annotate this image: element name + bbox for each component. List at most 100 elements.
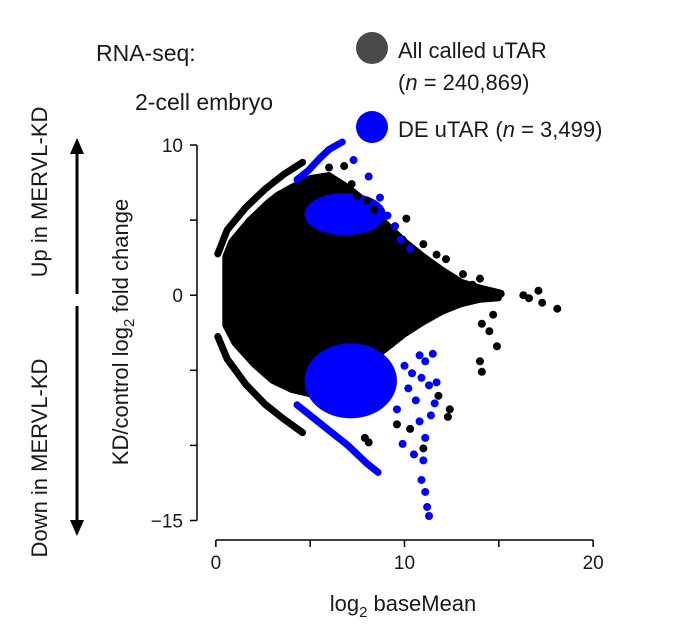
de-utar-point [430, 399, 439, 408]
all-utar-point [434, 391, 443, 400]
de-utar-point [375, 193, 384, 202]
x-tick-label: 20 [583, 553, 604, 574]
de-utar-point [417, 373, 426, 382]
all-utar-point [458, 270, 467, 279]
y-axis-title-post: fold change [108, 199, 133, 319]
all-utar-point [538, 298, 547, 307]
all-utar-point [475, 357, 484, 366]
all-utar-point [325, 163, 334, 172]
up-label: Up in MERVL-KD [27, 107, 52, 278]
legend-all-count-rest: = 240,869) [418, 70, 530, 95]
de-utar-point [398, 439, 407, 448]
all-utar-gap-lower [216, 325, 305, 425]
down-label: Down in MERVL-KD [27, 359, 52, 558]
all-utar-point [534, 286, 543, 295]
de-utar-point [411, 396, 420, 405]
de-utar-point [415, 417, 424, 426]
all-utar-point [485, 327, 494, 336]
y-tick-label: 10 [162, 136, 183, 157]
all-utar-arc-upper [214, 158, 307, 258]
de-utar-point [421, 357, 430, 366]
legend: All called uTAR (n = 240,869) DE uTAR (n… [356, 32, 602, 143]
legend-all-count: (n = 240,869) [398, 70, 530, 95]
legend-all-marker [356, 32, 388, 64]
sample-label: 2-cell embryo [135, 89, 273, 115]
x-tick-label: 10 [394, 553, 415, 574]
de-utar-point [432, 378, 441, 387]
all-utar-point [347, 180, 356, 189]
all-utar-point [492, 342, 501, 351]
de-utar-point [425, 511, 434, 520]
de-utar-point [383, 211, 392, 220]
legend-de-label-post: = 3,499) [515, 117, 602, 142]
y-axis-title-sub: 2 [121, 319, 138, 327]
all-utar-point [364, 438, 373, 447]
de-utar-point [421, 433, 430, 442]
de-utar-point [409, 450, 418, 459]
x-tick-label: 0 [211, 553, 222, 574]
de-utar-point [419, 456, 428, 465]
y-tick-label: 0 [172, 286, 183, 307]
all-utar-point [553, 304, 562, 313]
all-utar-point [392, 420, 401, 429]
de-utar-point [417, 475, 426, 484]
all-utar-point [496, 289, 505, 298]
all-utar-point [468, 280, 477, 289]
all-utar-point [402, 214, 411, 223]
de-utar-point [400, 361, 409, 370]
all-utar-point [477, 319, 486, 328]
up-arrow-head-icon [70, 138, 84, 154]
legend-de-marker [356, 111, 388, 143]
x-axis: 0 10 20 [211, 539, 604, 574]
all-utar-cloud [222, 172, 502, 398]
de-utar-arc-upper [293, 138, 346, 184]
legend-all-count-n: n [405, 70, 417, 95]
de-utar-point [428, 349, 437, 358]
all-utar-point [419, 444, 428, 453]
assay-label: RNA-seq: [96, 40, 196, 66]
all-utar-point [362, 196, 371, 205]
all-utar-point [370, 205, 379, 214]
all-utar-point [475, 274, 484, 283]
de-utar-cloud-lower [304, 343, 397, 419]
down-arrow-head-icon [70, 520, 84, 536]
x-axis-title-pre: log [330, 591, 359, 616]
all-utar-point [419, 240, 428, 249]
all-utar-point [353, 192, 362, 201]
all-utar-point [525, 294, 533, 303]
x-axis-title-sub: 2 [359, 604, 367, 621]
legend-de-label-pre: DE uTAR ( [398, 117, 503, 142]
de-utar-point [421, 487, 430, 496]
de-utar-arc-lower [293, 401, 382, 476]
all-utar-point [487, 288, 496, 297]
de-utar-point [426, 411, 435, 420]
de-utar-point [415, 351, 424, 360]
de-utar-point [406, 244, 415, 253]
all-utar-point [477, 367, 486, 376]
legend-all-count-open: ( [398, 70, 406, 95]
all-utar-point [340, 162, 349, 171]
direction-indicator: Up in MERVL-KD Down in MERVL-KD [27, 107, 84, 558]
x-axis-title-post: baseMean [367, 591, 476, 616]
all-utar-point [443, 412, 452, 421]
de-utar-cloud-upper [304, 193, 386, 236]
de-utar-point [392, 405, 401, 414]
de-utar-point [404, 384, 413, 393]
y-axis-title: KD/control log2 fold change [108, 199, 138, 465]
y-axis-title-pre: KD/control log [108, 327, 133, 465]
all-utar-point [442, 255, 450, 264]
legend-all-label: All called uTAR [398, 38, 547, 63]
de-utar-point [364, 172, 373, 181]
all-utar-gap-upper [216, 170, 305, 266]
y-tick-label: −15 [151, 511, 183, 532]
all-utar-point [406, 424, 415, 433]
x-axis-title: log2 baseMean [330, 591, 477, 621]
all-utar-arc-lower [214, 333, 307, 437]
legend-de-label: DE uTAR (n = 3,499) [398, 117, 602, 142]
de-utar-point [425, 381, 434, 390]
legend-de-n: n [503, 117, 515, 142]
de-utar-point [396, 235, 405, 244]
all-utar-point [432, 250, 441, 259]
de-utar-point [391, 222, 400, 231]
